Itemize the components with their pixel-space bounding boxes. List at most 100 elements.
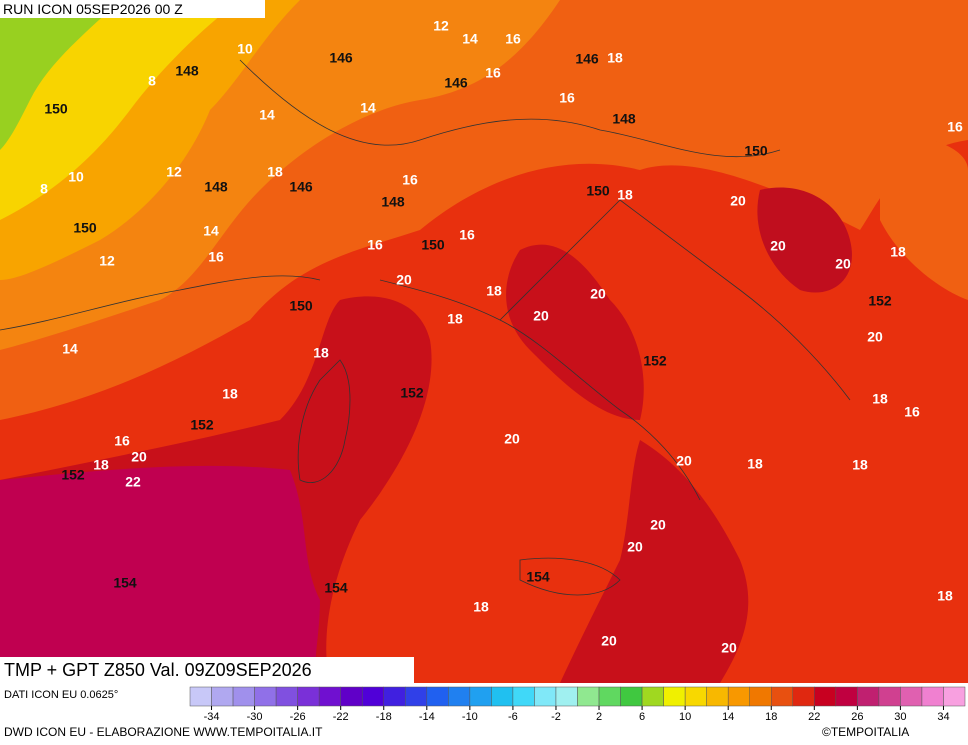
scale-tick-label: -34 (204, 711, 220, 723)
geopotential-label: 148 (204, 179, 228, 195)
scale-swatch (469, 686, 492, 707)
scale-tick-label: -14 (419, 711, 435, 723)
hot-zone (757, 187, 852, 293)
scale-swatch (555, 686, 578, 707)
scale-swatch (361, 686, 385, 707)
temperature-label: 16 (459, 227, 475, 243)
scale-swatch (878, 686, 901, 707)
temperature-label: 18 (607, 50, 623, 66)
cold-zone (0, 0, 120, 150)
geopotential-label: 150 (421, 237, 445, 253)
temperature-label: 22 (125, 474, 141, 490)
temperature-label: 12 (433, 18, 449, 34)
scale-tick-label: 10 (679, 711, 691, 723)
geopotential-label: 146 (289, 179, 313, 195)
temperature-label: 8 (40, 181, 48, 197)
scale-swatch (921, 686, 944, 707)
scale-tick-label: 30 (894, 711, 906, 723)
hot-zone (560, 440, 749, 683)
warm-zone (880, 137, 968, 300)
temperature-label: 18 (486, 283, 502, 299)
geopotential-label: 154 (324, 580, 348, 596)
map: 12 14 16 10 18 16 8 16 14 14 16 10 12 18 16 18 20 8 14 16 16… (0, 0, 968, 683)
temperature-label: 20 (601, 633, 617, 649)
temperature-label: 14 (259, 107, 275, 123)
temperature-label: 14 (462, 31, 478, 47)
temperature-label: 14 (203, 223, 219, 239)
scale-tick-label: 34 (937, 711, 949, 723)
temperature-label: 16 (402, 172, 418, 188)
scale-tick-label: -6 (508, 711, 518, 723)
temperature-label: 16 (114, 433, 130, 449)
scale-swatch (189, 686, 212, 707)
geopotential-label: 152 (643, 353, 667, 369)
temperature-label: 16 (367, 237, 383, 253)
scale-swatch (900, 686, 923, 707)
scale-tick-label: 22 (808, 711, 820, 723)
geopotential-label: 150 (744, 143, 768, 159)
temperature-label: 20 (730, 193, 746, 209)
temperature-label: 20 (627, 539, 643, 555)
temperature-label: 10 (68, 169, 84, 185)
temperature-label: 14 (62, 341, 78, 357)
scale-tick-label: 2 (596, 711, 602, 723)
scale-tick-label: 26 (851, 711, 863, 723)
scale-swatch (706, 686, 729, 707)
scale-swatch (275, 686, 298, 707)
temperature-label: 20 (721, 640, 737, 656)
temperature-label: 8 (148, 73, 156, 89)
scale-tick-label: -18 (376, 711, 392, 723)
scale-swatch (943, 686, 966, 707)
temperature-label: 18 (93, 457, 109, 473)
scale-swatch (254, 686, 277, 707)
temperature-label: 16 (947, 119, 963, 135)
temperature-label: 16 (505, 31, 521, 47)
temperature-label: 18 (313, 345, 329, 361)
temperature-label: 20 (131, 449, 147, 465)
scale-swatch (835, 686, 858, 707)
temperature-label: 20 (533, 308, 549, 324)
temperature-label: 18 (890, 244, 906, 260)
scale-swatch (814, 686, 837, 707)
scale-swatch (534, 686, 557, 707)
geopotential-label: 148 (612, 111, 636, 127)
temperature-label: 20 (770, 238, 786, 254)
scale-swatch (771, 686, 794, 707)
geopotential-label: 152 (868, 293, 892, 309)
color-scale: -34 -30 -26 -22 -18 -14 -10 -6 -2 2 6 10 14 18 22 26 30 3… (189, 686, 966, 723)
field-label: TMP + GPT Z850 Val. 09Z09SEP2026 (0, 657, 414, 683)
scale-tick-label: 6 (639, 711, 645, 723)
geopotential-label: 148 (175, 63, 199, 79)
temperature-label: 14 (360, 100, 376, 116)
temperature-label: 18 (937, 588, 953, 604)
geopotential-label: 154 (526, 569, 550, 585)
scale-tick-label: 14 (722, 711, 734, 723)
geopotential-label: 146 (444, 75, 468, 91)
scale-swatch (383, 686, 406, 707)
temperature-label: 16 (485, 65, 501, 81)
temperature-label: 20 (590, 286, 606, 302)
scale-swatch (448, 686, 471, 707)
temperature-label: 18 (267, 164, 283, 180)
geopotential-label: 152 (400, 385, 424, 401)
scale-swatch (405, 686, 428, 707)
credit-label: DWD ICON EU - ELABORAZIONE WWW.TEMPOITAL… (4, 725, 323, 739)
temperature-label: 18 (447, 311, 463, 327)
copyright-label: ©TEMPOITALIA (822, 725, 910, 739)
temperature-label: 20 (676, 453, 692, 469)
scale-swatch (684, 686, 707, 707)
source-label: DATI ICON EU 0.0625° (4, 689, 119, 701)
temperature-label: 18 (852, 457, 868, 473)
temperature-label: 16 (208, 249, 224, 265)
geopotential-label: 152 (190, 417, 214, 433)
scale-tick-label: -2 (551, 711, 561, 723)
temperature-label: 10 (237, 41, 253, 57)
geopotential-label: 150 (289, 298, 313, 314)
temperature-label: 20 (867, 329, 883, 345)
geopotential-label: 152 (61, 467, 85, 483)
temperature-label: 16 (559, 90, 575, 106)
scale-swatch (663, 686, 686, 707)
scale-swatch (211, 686, 234, 707)
temperature-label: 16 (904, 404, 920, 420)
